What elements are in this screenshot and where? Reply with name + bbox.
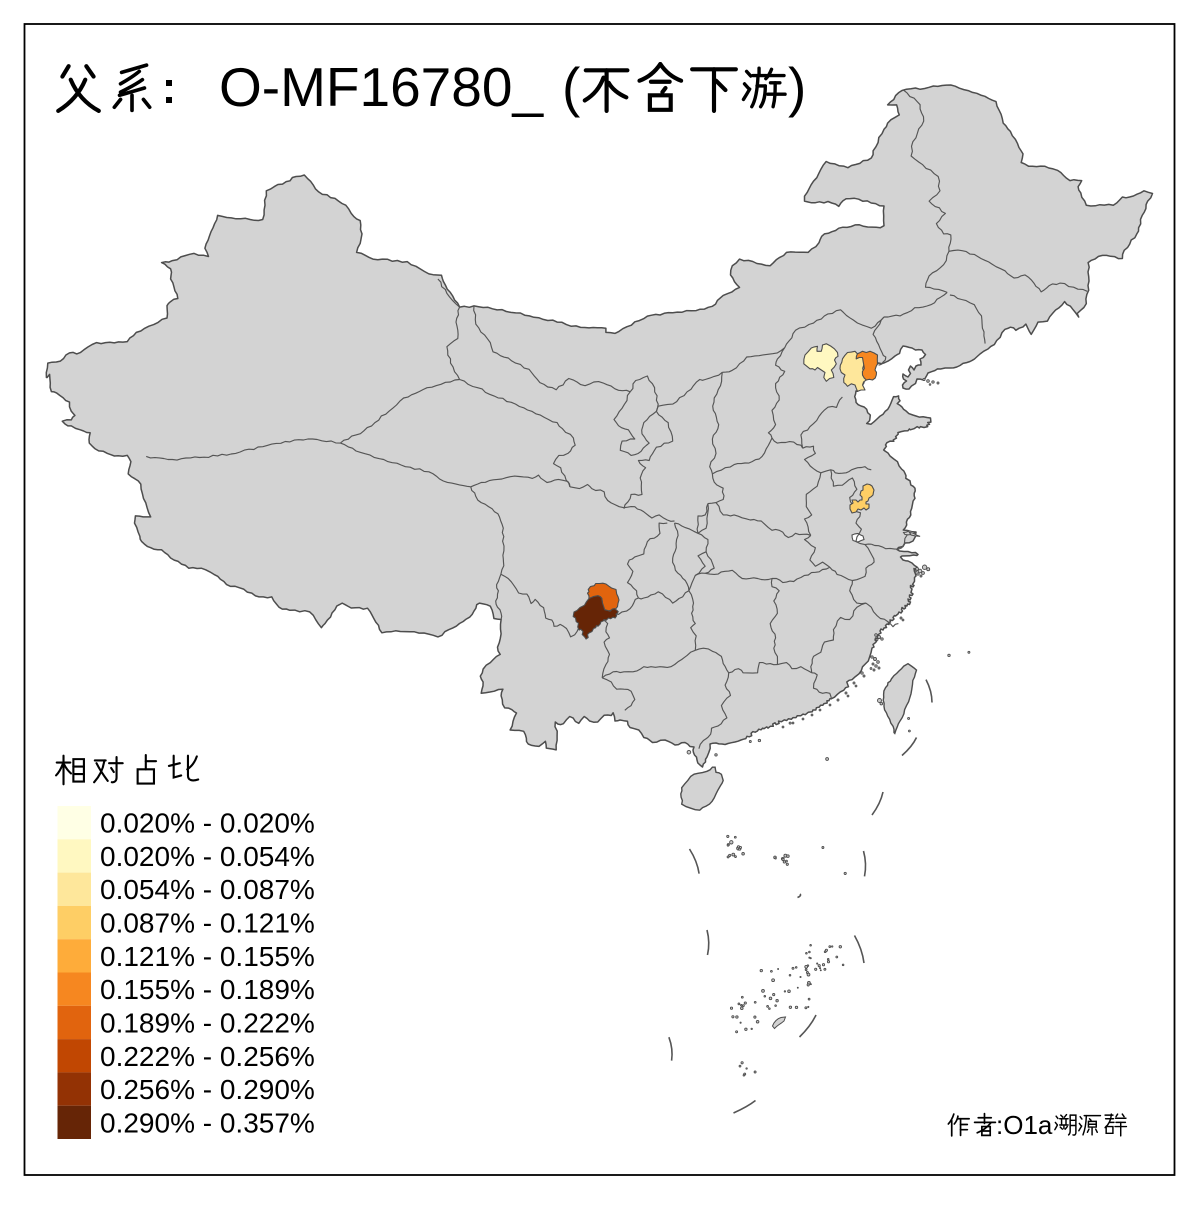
- svg-text:): ): [788, 56, 806, 118]
- svg-text:(: (: [562, 56, 580, 118]
- svg-text:O-MF16780_: O-MF16780_: [219, 56, 544, 118]
- svg-text:0.087% - 0.121%: 0.087% - 0.121%: [100, 908, 315, 939]
- svg-text:0.054% - 0.087%: 0.054% - 0.087%: [100, 874, 315, 905]
- svg-text::O1a: :O1a: [996, 1110, 1053, 1140]
- svg-text:0.222% - 0.256%: 0.222% - 0.256%: [100, 1041, 315, 1072]
- svg-text:0.155% - 0.189%: 0.155% - 0.189%: [100, 974, 315, 1005]
- svg-text:0.020% - 0.054%: 0.020% - 0.054%: [100, 841, 315, 872]
- svg-text:0.020% - 0.020%: 0.020% - 0.020%: [100, 808, 315, 839]
- svg-text:0.189% - 0.222%: 0.189% - 0.222%: [100, 1007, 315, 1038]
- svg-text:0.121% - 0.155%: 0.121% - 0.155%: [100, 941, 315, 972]
- svg-text:0.290% - 0.357%: 0.290% - 0.357%: [100, 1107, 315, 1138]
- svg-text:0.256% - 0.290%: 0.256% - 0.290%: [100, 1074, 315, 1105]
